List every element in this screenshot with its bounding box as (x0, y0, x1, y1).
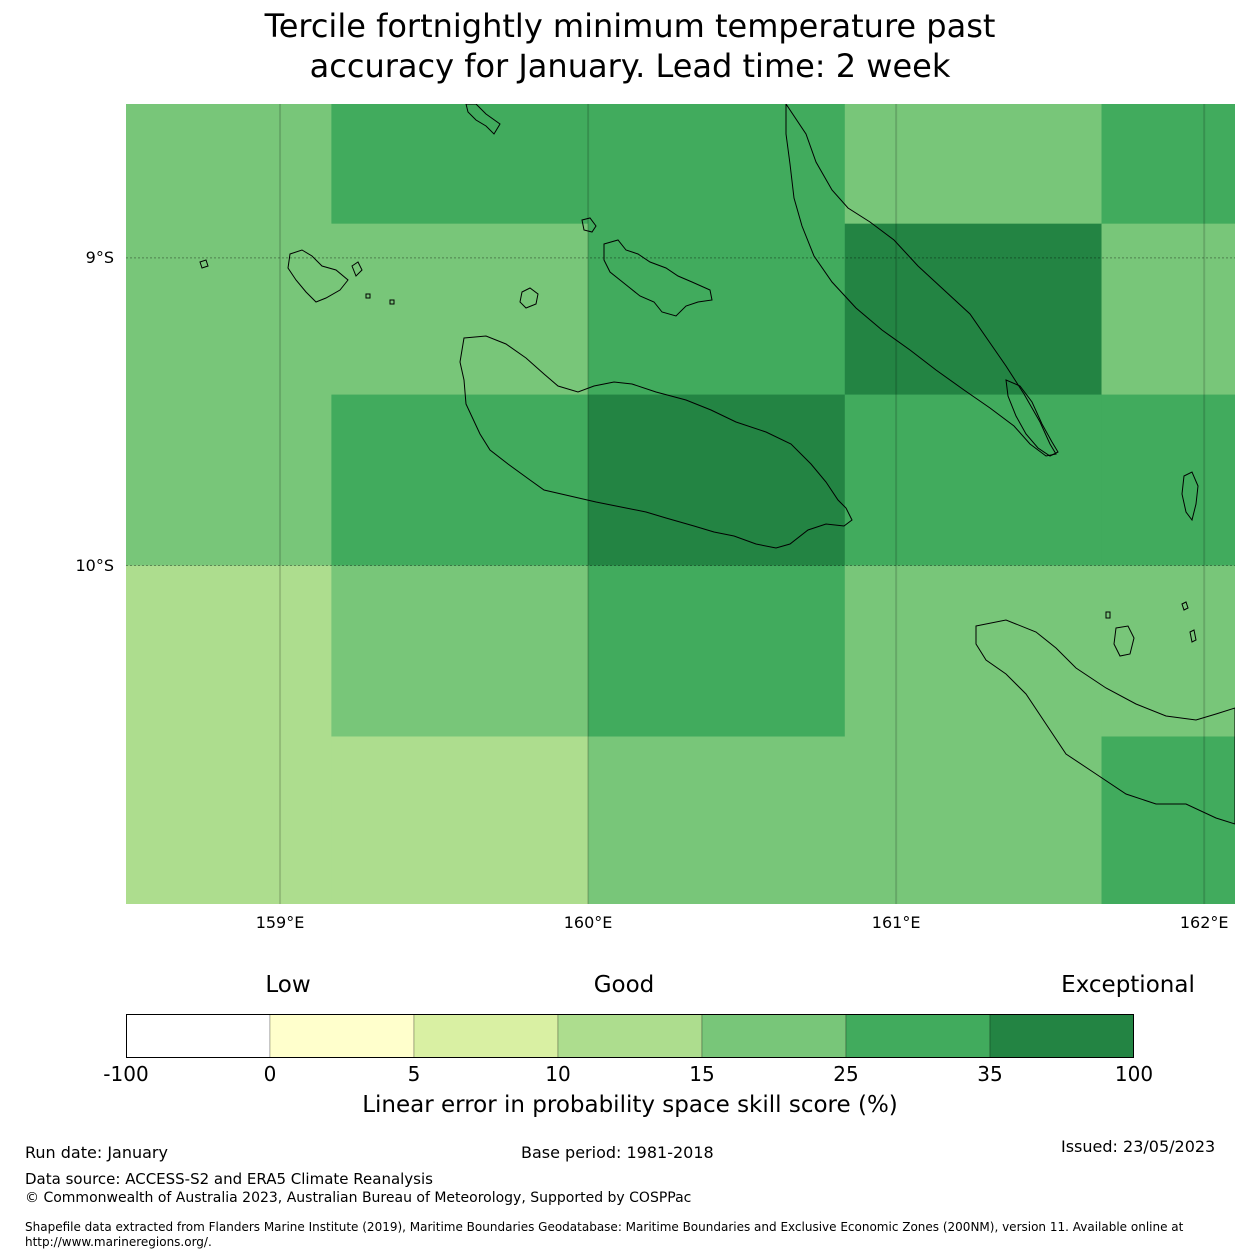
skill-map (126, 104, 1235, 904)
skill-cell (126, 565, 332, 737)
map-canvas (126, 104, 1235, 904)
map-title: Tercile fortnightly minimum temperature … (0, 6, 1260, 86)
coastline-islet-2 (365, 293, 371, 299)
colorbar-tick-label: 15 (689, 1062, 715, 1086)
coastline-islet-1 (199, 259, 209, 269)
base-period: Base period: 1981-2018 (521, 1143, 714, 1162)
skill-cell (1101, 565, 1235, 737)
colorbar-swatch (413, 1014, 559, 1058)
colorbar-tick-label: 0 (263, 1062, 277, 1086)
longitude-tick-label: 161°E (871, 913, 921, 932)
coastline-russell-east (351, 261, 363, 277)
longitude-tick-label: 159°E (255, 913, 305, 932)
skill-cell (331, 223, 589, 396)
longitude-tick-label: 162°E (1179, 913, 1229, 932)
coastline-nggela (603, 239, 713, 317)
skill-grid-cells (126, 104, 1235, 904)
shapefile-credit: Shapefile data extracted from Flanders M… (25, 1220, 1225, 1250)
shapefile-credit-line-1: Shapefile data extracted from Flanders M… (25, 1220, 1184, 1234)
skill-cell (126, 736, 332, 904)
skill-cell (126, 223, 332, 396)
skill-cell (126, 394, 332, 567)
title-line-2: accuracy for January. Lead time: 2 week (309, 47, 951, 85)
skill-cell (331, 394, 589, 567)
coastline-ulawa (1113, 625, 1135, 657)
category-exceptional-label: Exceptional (1061, 972, 1195, 998)
skill-cell (844, 223, 1103, 396)
coastline-malaita-south (1181, 471, 1199, 522)
run-date: Run date: January (25, 1143, 168, 1162)
title-line-1: Tercile fortnightly minimum temperature … (264, 7, 996, 45)
skill-cell (331, 104, 589, 225)
colorbar-tick-label: 100 (1114, 1062, 1154, 1086)
coastline-russell (287, 249, 349, 303)
coastlines (199, 104, 1235, 825)
skill-cell (844, 565, 1103, 737)
category-low-label: Low (265, 972, 311, 998)
skill-cell (1101, 223, 1235, 396)
category-good-label: Good (593, 972, 655, 998)
colorbar-tick-label: 10 (545, 1062, 571, 1086)
skill-cell (331, 736, 589, 904)
issued-date: Issued: 23/05/2023 (1061, 1137, 1216, 1156)
skill-cell (844, 104, 1103, 225)
coastline-nggela-west (581, 217, 597, 233)
colorbar-tick-label: 25 (833, 1062, 859, 1086)
skill-cell (844, 736, 1103, 904)
graticule-lines (126, 104, 1235, 904)
skill-cell (844, 394, 1103, 567)
skill-cell (126, 104, 332, 225)
latitude-tick-label: 10°S (75, 555, 114, 575)
coastline-savo (519, 287, 539, 309)
coastline-islet-4 (1105, 611, 1111, 619)
skill-cell (1101, 736, 1235, 904)
skill-cell (588, 736, 846, 904)
coastline-makira (975, 619, 1235, 825)
colorbar-swatch (845, 1014, 991, 1058)
skill-cell (1101, 394, 1235, 567)
colorbar-swatch (269, 1014, 415, 1058)
longitude-tick-label: 160°E (563, 913, 613, 932)
coastline-isabel (465, 104, 501, 135)
coastline-islet-5 (1181, 601, 1189, 611)
colorbar-swatch (557, 1014, 703, 1058)
coastline-malaita (1005, 379, 1059, 457)
coastline-islet-3 (389, 299, 395, 305)
skill-cell (588, 104, 846, 225)
shapefile-credit-line-2: http://www.marineregions.org/. (25, 1235, 212, 1249)
colorbar-title: Linear error in probability space skill … (362, 1092, 898, 1118)
skill-cell (1101, 104, 1235, 225)
colorbar-swatch (701, 1014, 847, 1058)
colorbar-frame (126, 1014, 1134, 1058)
colorbar-swatch (126, 1014, 271, 1058)
colorbar-tick-label: 5 (407, 1062, 421, 1086)
copyright-notice: © Commonwealth of Australia 2023, Austra… (25, 1190, 692, 1206)
coastline-islet-6 (1189, 629, 1197, 643)
colorbar (126, 1014, 1134, 1058)
latitude-tick-label: 9°S (85, 247, 114, 267)
colorbar-tick-label: 35 (977, 1062, 1003, 1086)
skill-cell (588, 223, 846, 396)
colorbar-swatches (126, 1014, 1134, 1058)
data-source: Data source: ACCESS-S2 and ERA5 Climate … (25, 1170, 433, 1188)
skill-cell (588, 565, 846, 737)
skill-cell (588, 394, 846, 567)
skill-cell (331, 565, 589, 737)
colorbar-tick-label: -100 (103, 1062, 149, 1086)
coastline-guadalcanal (459, 335, 853, 549)
colorbar-swatch (989, 1014, 1134, 1058)
